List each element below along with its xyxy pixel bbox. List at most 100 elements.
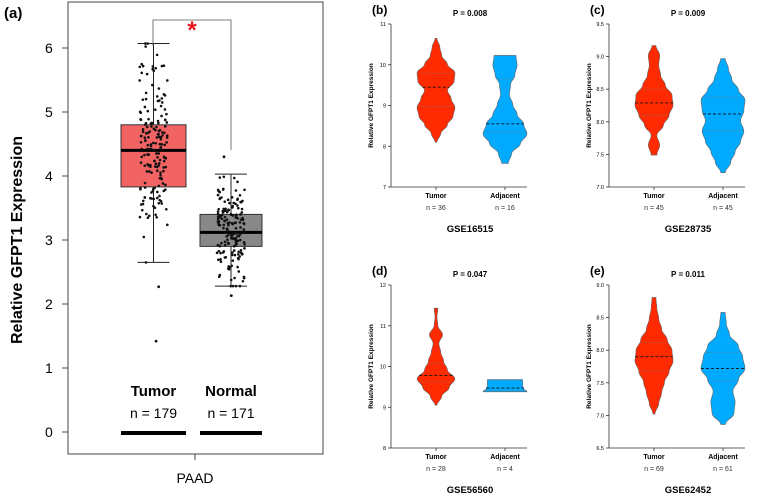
y-tick-label: 6.5 [596, 446, 604, 452]
data-point [162, 93, 166, 96]
data-point [220, 217, 224, 221]
group-label: Tumor [425, 454, 447, 461]
panel-b: (b) P = 0.008 7 8 9 10 11 Relative GFPT1 Expres… [368, 3, 528, 235]
y-tick-label: 9.0 [596, 55, 604, 61]
data-point [165, 112, 168, 116]
panel-label: (c) [590, 3, 605, 17]
data-point [159, 135, 163, 139]
data-point [141, 130, 145, 134]
data-point [143, 196, 147, 199]
data-point [146, 143, 150, 147]
data-point [153, 159, 156, 163]
data-point [152, 197, 155, 201]
n-label: n = 45 [644, 205, 664, 212]
data-point [216, 210, 220, 214]
y-tick-label: 7.0 [596, 185, 604, 191]
box [199, 213, 263, 247]
data-point [162, 169, 165, 173]
n-label: n = 4 [497, 466, 513, 473]
data-point [162, 64, 166, 68]
data-point [239, 248, 243, 252]
data-point [146, 42, 149, 45]
data-point [160, 114, 163, 118]
data-point [145, 147, 149, 151]
data-point [145, 170, 149, 173]
data-point [222, 223, 226, 227]
data-point [143, 42, 147, 45]
group-label: Tumor [425, 193, 447, 200]
violin-shape [700, 58, 746, 174]
data-point [139, 187, 142, 191]
p-value-title: P = 0.009 [671, 9, 706, 18]
data-point [163, 125, 167, 128]
data-point [156, 99, 160, 103]
data-point [163, 118, 167, 122]
data-point [157, 184, 161, 188]
data-point [227, 233, 230, 237]
data-point [152, 187, 155, 191]
data-point [165, 136, 169, 139]
data-point [222, 250, 226, 253]
data-point [141, 98, 145, 101]
data-point [156, 190, 159, 194]
data-point [219, 214, 223, 218]
data-point [243, 243, 246, 246]
violin-adjacent: Adjacent n = 45 [700, 58, 746, 212]
data-point [144, 97, 148, 101]
data-point [139, 118, 143, 122]
y-tick-label: 8 [383, 446, 386, 452]
data-point [140, 155, 144, 159]
data-point [223, 240, 227, 244]
data-point [222, 207, 225, 211]
y-axis-label: Relative GFPT1 Expression [368, 324, 375, 409]
group-label: Adjacent [490, 454, 520, 461]
violin-shape [416, 38, 456, 143]
data-point [221, 209, 224, 213]
data-point [150, 191, 153, 194]
violin-shape [416, 307, 456, 406]
data-point [238, 193, 242, 197]
data-point [149, 147, 153, 151]
data-point [216, 193, 220, 197]
data-point [158, 158, 162, 162]
data-point [219, 260, 223, 264]
y-tick-label: 1 [45, 360, 53, 376]
data-point [140, 62, 144, 66]
data-point [233, 221, 237, 225]
data-point [222, 175, 226, 179]
data-point [234, 189, 238, 192]
violin-shape [482, 55, 528, 164]
data-point [223, 256, 227, 259]
data-point [155, 53, 159, 57]
data-point [222, 187, 225, 191]
data-point [159, 174, 162, 177]
data-point [151, 141, 155, 145]
data-point [140, 71, 144, 75]
data-point [158, 194, 161, 198]
data-point [242, 228, 246, 231]
data-point [242, 241, 246, 244]
data-point [159, 171, 162, 174]
data-point [166, 223, 169, 227]
data-point [238, 255, 241, 258]
data-point [231, 204, 234, 208]
data-point [231, 251, 234, 254]
y-tick-label: 8.0 [596, 348, 604, 354]
data-point [140, 134, 143, 138]
data-point [160, 64, 164, 68]
data-point [234, 236, 238, 240]
data-point [232, 237, 235, 241]
data-point [144, 45, 147, 48]
data-point [243, 188, 246, 192]
data-point [160, 177, 164, 181]
data-point [144, 132, 148, 135]
data-point [218, 273, 222, 277]
data-point [233, 232, 237, 235]
data-point [149, 163, 152, 167]
data-point [225, 218, 229, 221]
data-point [142, 235, 146, 239]
data-point [164, 156, 168, 160]
data-point [237, 257, 240, 261]
data-point [159, 146, 162, 149]
